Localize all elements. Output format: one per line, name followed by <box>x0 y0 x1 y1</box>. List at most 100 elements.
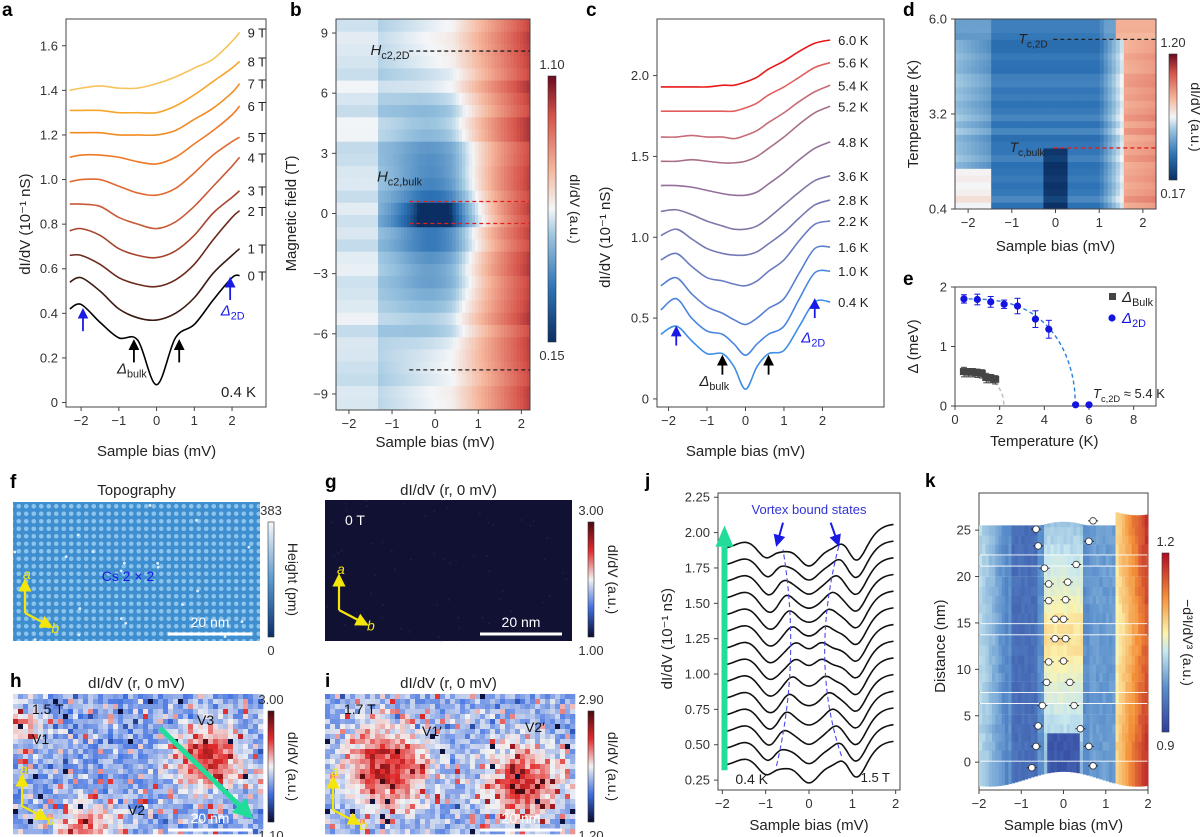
heatmap-cell <box>342 397 347 411</box>
heatmap-cell <box>442 275 447 289</box>
heatmap-cell <box>420 43 424 57</box>
heatmap-cell <box>517 300 521 313</box>
heatmap-cell <box>374 361 379 374</box>
heatmap-cell <box>1127 107 1133 115</box>
map-pixel <box>108 794 114 800</box>
map-pixel <box>63 764 69 770</box>
heatmap-cell <box>484 92 489 106</box>
heatmap-cell <box>1131 175 1137 183</box>
heatmap-cell <box>345 300 350 313</box>
heatmap-cell <box>991 195 996 203</box>
heatmap-cell <box>410 80 415 93</box>
heatmap-cell <box>491 214 495 228</box>
heatmap-cell <box>452 385 457 399</box>
heatmap-cell <box>378 153 382 167</box>
map-pixel <box>13 694 19 700</box>
heatmap-cell <box>983 141 988 149</box>
heatmap-cell <box>468 226 473 240</box>
heatmap-cell <box>433 361 437 374</box>
heatmap-cell <box>358 385 363 399</box>
map-pixel <box>213 724 219 730</box>
heatmap-cell <box>1051 19 1056 27</box>
heatmap-cell <box>468 128 473 142</box>
map-pixel <box>23 799 29 805</box>
map-pixel <box>38 769 44 775</box>
heatmap-cell <box>520 361 525 374</box>
heatmap-cell <box>995 141 1000 149</box>
map-pixel <box>183 694 189 700</box>
map-pixel <box>163 719 169 725</box>
heatmap-cell <box>1103 19 1109 27</box>
heatmap-cell <box>523 251 528 264</box>
heatmap-cell <box>1083 93 1089 101</box>
heatmap-cell <box>1115 195 1121 203</box>
heatmap-cell <box>1083 32 1089 40</box>
heatmap-cell <box>1011 39 1016 47</box>
heatmap-cell <box>510 226 515 240</box>
heatmap-cell <box>452 116 457 130</box>
heatmap-cell <box>1119 168 1125 176</box>
heatmap-cell <box>1143 80 1149 88</box>
heatmap-cell <box>1099 127 1105 135</box>
heatmap-cell <box>1143 107 1149 115</box>
heatmap-cell <box>971 59 976 67</box>
heatmap-cell <box>433 31 437 44</box>
heatmap-cell <box>513 141 518 154</box>
heatmap-cell <box>397 177 402 191</box>
heatmap-cell <box>487 31 492 44</box>
map-pixel <box>253 734 259 740</box>
heatmap-cell <box>426 275 431 289</box>
heatmap-cell <box>371 19 376 32</box>
heatmap-cell <box>478 55 482 69</box>
heatmap-cell <box>384 92 389 106</box>
map-pixel <box>33 804 39 810</box>
map-pixel <box>68 784 74 790</box>
heatmap-cell <box>455 251 460 264</box>
heatmap-cell <box>963 80 968 88</box>
heatmap-cell <box>423 263 428 277</box>
heatmap-cell <box>1107 59 1113 67</box>
heatmap-cell <box>348 92 353 106</box>
heatmap-cell <box>1119 52 1125 61</box>
heatmap-cell <box>1035 46 1040 54</box>
heatmap-cell <box>413 214 418 228</box>
heatmap-cell <box>442 92 447 106</box>
heatmap-cell <box>442 31 447 44</box>
heatmap-cell <box>971 86 976 95</box>
heatmap-cell <box>975 66 980 74</box>
map-pixel <box>88 784 94 790</box>
heatmap-cell <box>1087 141 1093 149</box>
heatmap-cell <box>500 397 505 411</box>
map-pixel <box>58 734 64 740</box>
map-pixel <box>103 764 109 770</box>
heatmap-cell <box>449 31 453 44</box>
line-series-1T <box>69 248 241 322</box>
map-pixel <box>253 809 259 815</box>
heatmap-cell <box>1143 86 1149 95</box>
heatmap-cell <box>1111 202 1117 210</box>
heatmap-cell <box>1071 127 1077 135</box>
map-pixel <box>33 694 39 700</box>
heatmap-cell <box>462 92 466 106</box>
heatmap-cell <box>1111 32 1117 40</box>
heatmap-cell <box>1079 86 1085 95</box>
heatmap-cell <box>517 165 521 179</box>
heatmap-cell <box>368 251 373 264</box>
heatmap-cell <box>1083 154 1089 162</box>
heatmap-cell <box>983 188 988 196</box>
heatmap-cell <box>1067 161 1073 169</box>
heatmap-cell <box>1031 154 1036 162</box>
lattice-b-arrow <box>338 609 369 626</box>
heatmap-cell <box>1043 66 1048 74</box>
heatmap-cell <box>381 287 385 301</box>
heatmap-cell <box>407 324 411 338</box>
heatmap-cell <box>336 361 340 374</box>
heatmap-cell <box>1067 32 1073 40</box>
map-pixel <box>123 774 129 780</box>
heatmap-cell <box>458 324 463 338</box>
heatmap-cell <box>458 67 463 81</box>
heatmap-cell <box>1135 114 1141 122</box>
heatmap-cell <box>500 165 505 179</box>
map-pixel <box>113 794 119 800</box>
heatmap-cell <box>436 226 440 240</box>
